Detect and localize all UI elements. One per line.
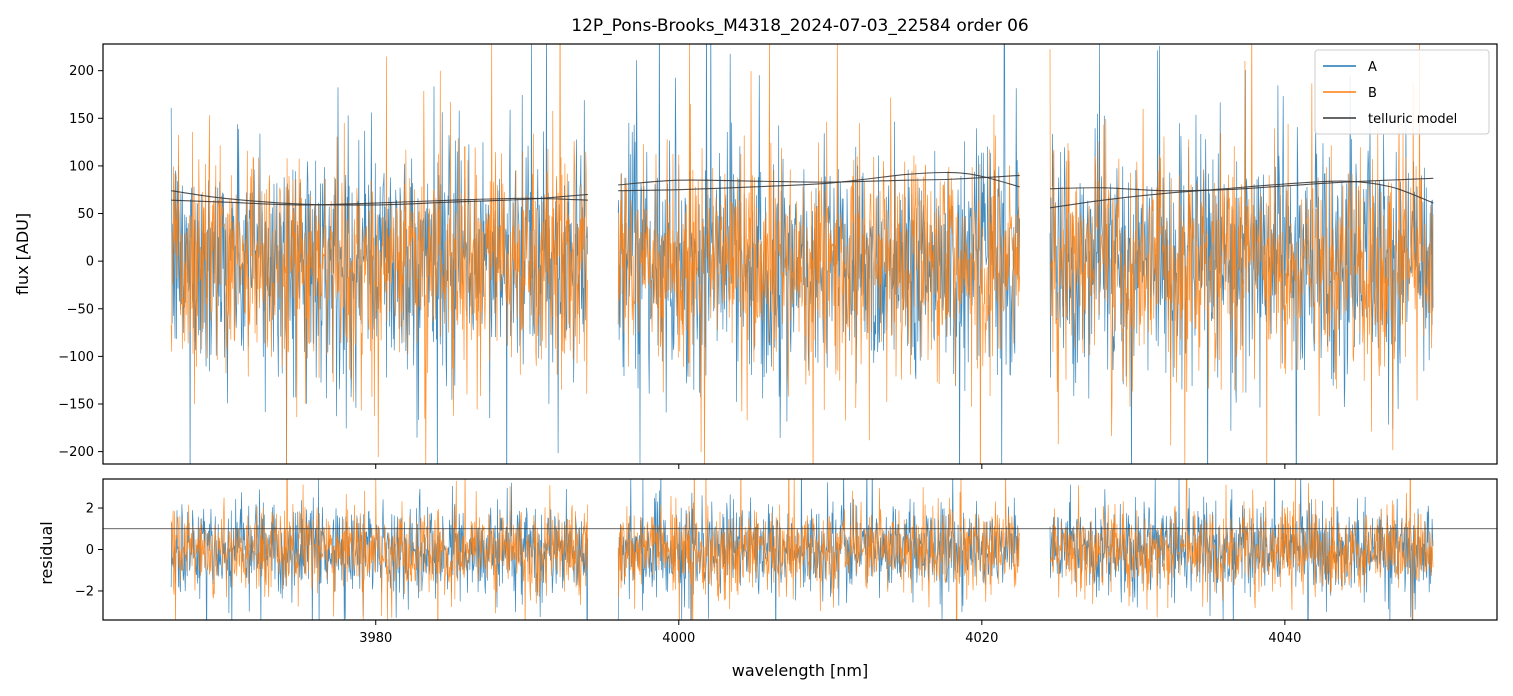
residual-y-tick-label: 0 bbox=[86, 543, 94, 558]
x-tick-label: 4040 bbox=[1268, 631, 1301, 646]
flux-y-tick-label: −100 bbox=[58, 350, 94, 365]
flux-y-tick-label: 100 bbox=[69, 159, 94, 174]
flux-panel: −200 −150 −100 −50 0 50 100 150 200 flux [ADU] A… bbox=[13, 43, 1498, 469]
telluric-model-line-2 bbox=[171, 197, 588, 206]
flux-y-tick-label: 0 bbox=[86, 255, 94, 270]
telluric-model-line-1 bbox=[171, 190, 588, 206]
series-b-flux-line-segment-2 bbox=[617, 44, 1020, 464]
legend: A B telluric model bbox=[1314, 49, 1490, 135]
series-b-residual-line-segment-3 bbox=[1049, 479, 1434, 620]
x-tick-label: 4020 bbox=[965, 631, 998, 646]
residual-y-ticks: −2 0 2 bbox=[75, 502, 103, 599]
residual-panel: −2 0 2 3980 4000 4020 4040 residual wavelengt… bbox=[37, 478, 1498, 680]
series-b-residual-line-segment-2 bbox=[617, 479, 1020, 620]
flux-x-ticks bbox=[375, 464, 1286, 469]
flux-y-tick-label: 50 bbox=[77, 207, 94, 222]
telluric-model-line-4 bbox=[618, 171, 1020, 192]
residual-y-axis-label: residual bbox=[37, 521, 56, 584]
legend-label-b: B bbox=[1368, 86, 1377, 101]
flux-y-tick-label: −150 bbox=[58, 398, 94, 413]
series-b-flux-line-segment-3 bbox=[1049, 44, 1434, 464]
legend-label-a: A bbox=[1368, 60, 1377, 75]
legend-label-telluric: telluric model bbox=[1368, 112, 1457, 127]
residual-x-ticks: 3980 4000 4020 4040 bbox=[359, 620, 1301, 646]
x-tick-label: 3980 bbox=[359, 631, 392, 646]
flux-y-ticks: −200 −150 −100 −50 0 50 100 150 200 bbox=[58, 64, 103, 460]
residual-plot-area bbox=[103, 479, 1497, 620]
x-tick-label: 4000 bbox=[662, 631, 695, 646]
flux-plot-area bbox=[170, 44, 1434, 464]
series-a-flux-line-segment-1 bbox=[170, 44, 589, 464]
residual-y-tick-label: 2 bbox=[86, 502, 94, 517]
series-b-residual-line-segment-1 bbox=[170, 479, 589, 620]
residual-y-tick-label: −2 bbox=[75, 584, 94, 599]
x-axis-label: wavelength [nm] bbox=[732, 661, 869, 680]
series-a-residual-line-segment-2 bbox=[617, 479, 1020, 620]
flux-y-axis-label: flux [ADU] bbox=[13, 213, 32, 295]
flux-y-tick-label: 200 bbox=[69, 64, 94, 79]
telluric-model-line-6 bbox=[1049, 180, 1434, 209]
flux-y-tick-label: −200 bbox=[58, 445, 94, 460]
chart-title: 12P_Pons-Brooks_M4318_2024-07-03_22584 o… bbox=[571, 16, 1028, 36]
flux-axes-frame bbox=[102, 43, 1498, 465]
series-b-flux-line-segment-1 bbox=[170, 44, 589, 464]
telluric-model-line-3 bbox=[618, 174, 1020, 186]
legend-box bbox=[1314, 49, 1490, 135]
flux-y-tick-label: −50 bbox=[67, 302, 94, 317]
flux-y-tick-label: 150 bbox=[69, 112, 94, 127]
